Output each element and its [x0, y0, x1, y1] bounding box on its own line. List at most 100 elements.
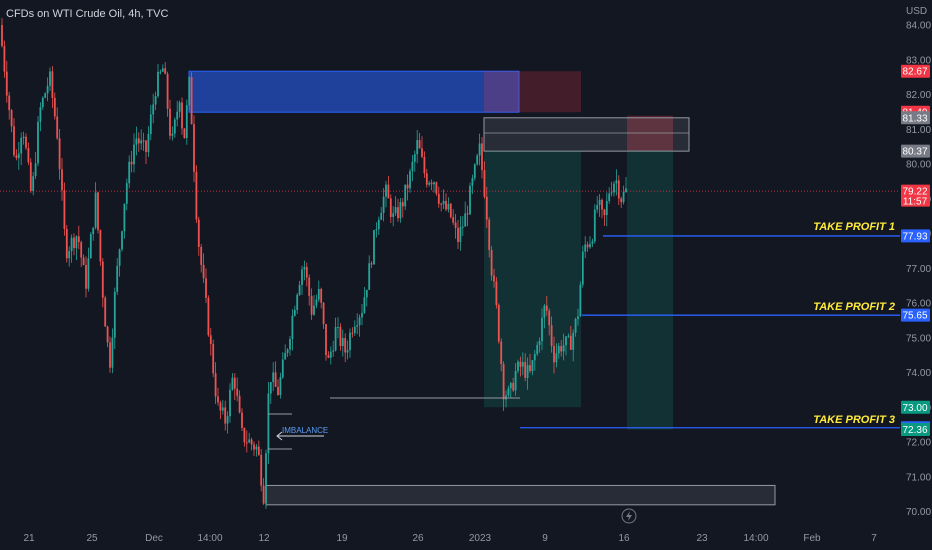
candle-body [380, 212, 383, 220]
candle-body [344, 338, 347, 353]
candle-body [231, 377, 234, 390]
candle [289, 335, 291, 356]
candle-body [269, 381, 272, 394]
candle-body [241, 412, 243, 428]
candle-body [205, 278, 207, 298]
candle-body [397, 207, 399, 219]
candle [217, 387, 219, 406]
candle [310, 288, 313, 320]
candle [274, 361, 277, 388]
candle-body [476, 155, 479, 165]
candle-body [298, 284, 301, 295]
candle [109, 336, 111, 373]
candle [269, 381, 272, 404]
candle [106, 325, 109, 348]
candle [351, 327, 354, 338]
candle-body [387, 184, 390, 199]
candle [519, 356, 522, 377]
candle-body [615, 180, 618, 184]
candle [159, 69, 162, 75]
candle [401, 198, 404, 218]
candle [142, 132, 145, 151]
candle [85, 256, 87, 298]
candle-body [584, 244, 587, 252]
candle-body [61, 169, 63, 191]
candle [286, 348, 289, 357]
candle-body [361, 312, 363, 318]
candle [332, 340, 335, 357]
candle [425, 168, 428, 188]
candle-body [58, 138, 61, 170]
candle [3, 40, 6, 78]
stop-loss-zone-2 [627, 115, 673, 152]
candle-body [147, 134, 150, 153]
candle-body [531, 360, 534, 372]
candle [145, 139, 147, 164]
candle-body [620, 198, 623, 203]
candle-body [385, 184, 387, 197]
candle-body [291, 315, 294, 339]
candle-body [368, 263, 371, 290]
candle-body [13, 126, 15, 156]
candle [569, 326, 572, 351]
candle-body [382, 196, 385, 213]
supply-zone [188, 70, 520, 113]
candle-body [303, 266, 306, 270]
candle [257, 440, 260, 457]
candle [584, 236, 587, 259]
candle-body [454, 222, 457, 228]
candle-body [543, 305, 546, 318]
y-tick-label: 82.00 [906, 90, 931, 101]
candle [298, 280, 301, 297]
candle [82, 254, 85, 266]
zones [188, 70, 776, 506]
x-tick-label: 2023 [469, 533, 492, 544]
candle [572, 329, 575, 362]
candle-body [485, 196, 488, 220]
candle [579, 281, 582, 317]
price-tag-value: 82.67 [902, 67, 927, 78]
candle-body [605, 201, 608, 216]
candle [284, 344, 287, 360]
candle-body [581, 251, 584, 285]
replay-icon[interactable] [621, 508, 637, 524]
candle [385, 180, 387, 208]
candle [382, 188, 385, 222]
candle-body [483, 170, 486, 197]
candle [44, 92, 47, 99]
candle [315, 294, 318, 309]
candle [533, 349, 536, 371]
price-tag: 72.36 [901, 422, 930, 436]
candle [421, 136, 423, 159]
price-tag-box [901, 308, 930, 322]
candle-body [322, 302, 325, 325]
candle [65, 225, 68, 263]
candle-body [497, 304, 500, 342]
candle-body [248, 439, 251, 443]
candle-body [430, 182, 433, 185]
candle-body [437, 193, 440, 204]
candle [394, 196, 397, 217]
candle-body [613, 183, 615, 193]
candle-body [565, 336, 567, 346]
candle [437, 186, 440, 208]
y-tick-label: 74.00 [906, 368, 931, 379]
candle-body [41, 97, 44, 108]
candle-body [260, 454, 263, 486]
candle [233, 373, 236, 400]
candle [512, 377, 515, 392]
candle [293, 305, 296, 317]
candle [608, 187, 611, 204]
candle-body [1, 25, 3, 47]
candle-body [140, 140, 143, 144]
candle-body [51, 71, 54, 98]
candle [317, 280, 320, 303]
candle-body [250, 439, 253, 445]
price-tag: 75.65 [901, 308, 930, 322]
candle [99, 229, 102, 266]
candle-body [202, 264, 205, 279]
candle [346, 340, 349, 360]
candle-body [363, 297, 366, 313]
